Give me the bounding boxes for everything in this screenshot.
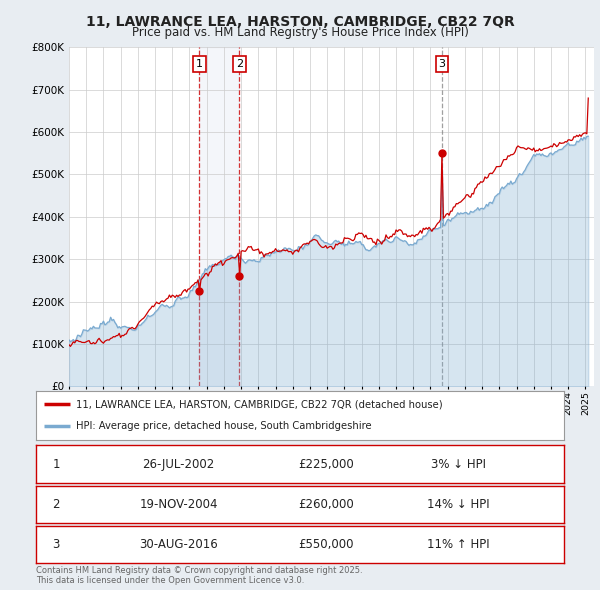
Text: 3: 3 xyxy=(439,59,446,69)
Text: 11, LAWRANCE LEA, HARSTON, CAMBRIDGE, CB22 7QR: 11, LAWRANCE LEA, HARSTON, CAMBRIDGE, CB… xyxy=(86,15,514,29)
Text: 2: 2 xyxy=(52,497,60,511)
Text: £225,000: £225,000 xyxy=(299,457,354,471)
Text: HPI: Average price, detached house, South Cambridgeshire: HPI: Average price, detached house, Sout… xyxy=(76,421,371,431)
Text: 14% ↓ HPI: 14% ↓ HPI xyxy=(427,497,490,511)
Text: 3: 3 xyxy=(52,537,60,551)
Text: £260,000: £260,000 xyxy=(299,497,354,511)
Text: 19-NOV-2004: 19-NOV-2004 xyxy=(139,497,218,511)
Text: £550,000: £550,000 xyxy=(299,537,354,551)
Text: 1: 1 xyxy=(196,59,203,69)
Text: 30-AUG-2016: 30-AUG-2016 xyxy=(139,537,218,551)
Text: 3% ↓ HPI: 3% ↓ HPI xyxy=(431,457,486,471)
Text: Contains HM Land Registry data © Crown copyright and database right 2025.
This d: Contains HM Land Registry data © Crown c… xyxy=(36,566,362,585)
Text: 2: 2 xyxy=(236,59,243,69)
Text: 1: 1 xyxy=(52,457,60,471)
Text: 11% ↑ HPI: 11% ↑ HPI xyxy=(427,537,490,551)
Text: Price paid vs. HM Land Registry's House Price Index (HPI): Price paid vs. HM Land Registry's House … xyxy=(131,26,469,39)
Text: 26-JUL-2002: 26-JUL-2002 xyxy=(142,457,215,471)
Bar xyxy=(199,47,239,386)
Text: 11, LAWRANCE LEA, HARSTON, CAMBRIDGE, CB22 7QR (detached house): 11, LAWRANCE LEA, HARSTON, CAMBRIDGE, CB… xyxy=(76,399,442,409)
